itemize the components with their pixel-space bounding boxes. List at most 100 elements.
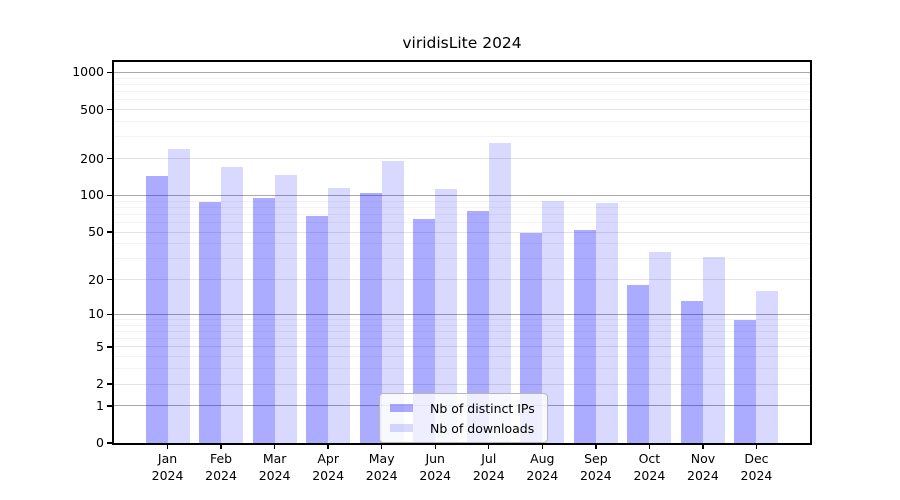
x-tick-year: 2024 (633, 467, 666, 483)
bar-downloads-feb (221, 166, 244, 443)
y-tick-label: 10 (88, 306, 104, 322)
y-tick-mark (107, 231, 113, 233)
legend-swatch-downloads (390, 423, 413, 433)
bar-distinct-ips-jul (466, 210, 489, 443)
gridline-minor (114, 206, 810, 208)
x-tick-year: 2024 (419, 467, 452, 483)
x-tick-year: 2024 (579, 467, 612, 483)
bar-distinct-ips-mar (252, 197, 275, 443)
x-tick-label-oct: Oct 2024 (617, 451, 681, 484)
bar-downloads-oct (649, 252, 672, 443)
bar-distinct-ips-oct (627, 285, 650, 443)
x-tick-mark (327, 444, 329, 449)
x-tick-mark (220, 444, 222, 449)
y-tick-mark (107, 405, 113, 407)
x-tick-label-jun: Jun 2024 (403, 451, 467, 484)
x-tick-label-may: May 2024 (350, 451, 414, 484)
x-tick-label-dec: Dec 2024 (724, 451, 788, 484)
y-tick-label: 5 (96, 338, 104, 354)
gridline-tick (114, 109, 810, 111)
x-tick-label-jul: Jul 2024 (457, 451, 521, 484)
x-tick-label-jan: Jan 2024 (136, 451, 200, 484)
gridline-minor (114, 91, 810, 93)
chart-legend: Nb of distinct IPs Nb of downloads (379, 393, 548, 443)
x-tick-month: Feb (209, 451, 233, 466)
x-tick-mark (380, 444, 383, 449)
y-tick-mark (107, 108, 113, 111)
x-tick-mark (434, 444, 436, 449)
bar-distinct-ips-aug (520, 233, 543, 443)
y-tick-label: 1 (96, 397, 104, 413)
x-tick-month: Dec (744, 451, 769, 466)
bar-downloads-jun (435, 189, 458, 443)
x-tick-label-apr: Apr 2024 (296, 451, 360, 484)
y-tick-label: 50 (88, 224, 104, 240)
x-tick-mark (702, 444, 704, 449)
y-tick-mark (107, 71, 113, 74)
gridline-decade (114, 194, 810, 196)
legend-label-downloads: Nb of downloads (430, 420, 535, 436)
bar-distinct-ips-dec (734, 319, 757, 443)
y-tick-mark (107, 279, 113, 281)
gridline-minor (114, 121, 810, 122)
x-tick-year: 2024 (205, 467, 237, 483)
y-tick-mark (107, 383, 113, 385)
gridline-minor (114, 99, 810, 101)
gridline-minor (114, 200, 810, 202)
x-tick-label-nov: Nov 2024 (671, 451, 735, 484)
gridline-tick (114, 346, 810, 348)
x-tick-month: Apr (317, 451, 339, 466)
x-tick-year: 2024 (365, 467, 398, 483)
legend-item-distinct-ips: Nb of distinct IPs (390, 398, 535, 418)
gridline-decade (114, 71, 810, 73)
bar-distinct-ips-sep (573, 230, 596, 443)
x-tick-mark (166, 444, 169, 449)
gridline-minor (114, 136, 810, 138)
bar-downloads-mar (274, 174, 297, 443)
x-tick-month: Mar (262, 451, 287, 466)
bar-distinct-ips-feb (199, 202, 222, 443)
bar-distinct-ips-may (359, 193, 382, 443)
gridline-tick (114, 279, 810, 281)
x-tick-month: Oct (638, 451, 661, 466)
bar-downloads-sep (595, 202, 618, 443)
x-tick-year: 2024 (258, 467, 291, 483)
x-tick-label-mar: Mar 2024 (243, 451, 307, 484)
gridline-tick (114, 383, 810, 385)
x-tick-label-aug: Aug 2024 (510, 451, 574, 484)
gridline-minor (114, 330, 810, 332)
bar-downloads-dec (756, 291, 779, 443)
bar-downloads-jul (488, 142, 511, 443)
y-tick-label: 20 (88, 271, 104, 287)
gridline-minor (114, 77, 810, 79)
bar-distinct-ips-jun (413, 219, 436, 443)
x-tick-mark (648, 444, 651, 449)
y-tick-label: 2 (96, 376, 104, 392)
y-tick-mark (107, 346, 113, 348)
x-tick-label-sep: Sep 2024 (564, 451, 628, 484)
x-tick-mark (273, 444, 276, 449)
x-tick-month: Aug (530, 451, 555, 466)
gridline-minor (114, 213, 810, 215)
x-tick-year: 2024 (472, 467, 505, 483)
y-tick-mark (107, 157, 113, 160)
x-tick-label-feb: Feb 2024 (189, 451, 253, 484)
y-tick-label: 1000 (72, 64, 104, 80)
x-tick-mark (488, 444, 490, 449)
bar-downloads-nov (702, 257, 725, 443)
x-tick-month: Jun (425, 451, 445, 466)
gridline-minor (114, 324, 810, 326)
legend-label-distinct-ips: Nb of distinct IPs (430, 400, 535, 416)
x-tick-mark (755, 444, 758, 449)
bar-downloads-jan (167, 148, 190, 443)
y-tick-label: 100 (80, 187, 104, 203)
x-tick-year: 2024 (151, 467, 184, 483)
x-tick-mark (541, 444, 543, 449)
gridline-tick (114, 158, 810, 160)
gridline-decade (114, 313, 810, 315)
gridline-minor (114, 222, 810, 223)
chart-title: viridisLite 2024 (402, 34, 522, 52)
y-tick-mark (107, 442, 113, 444)
gridline-minor (114, 338, 810, 340)
